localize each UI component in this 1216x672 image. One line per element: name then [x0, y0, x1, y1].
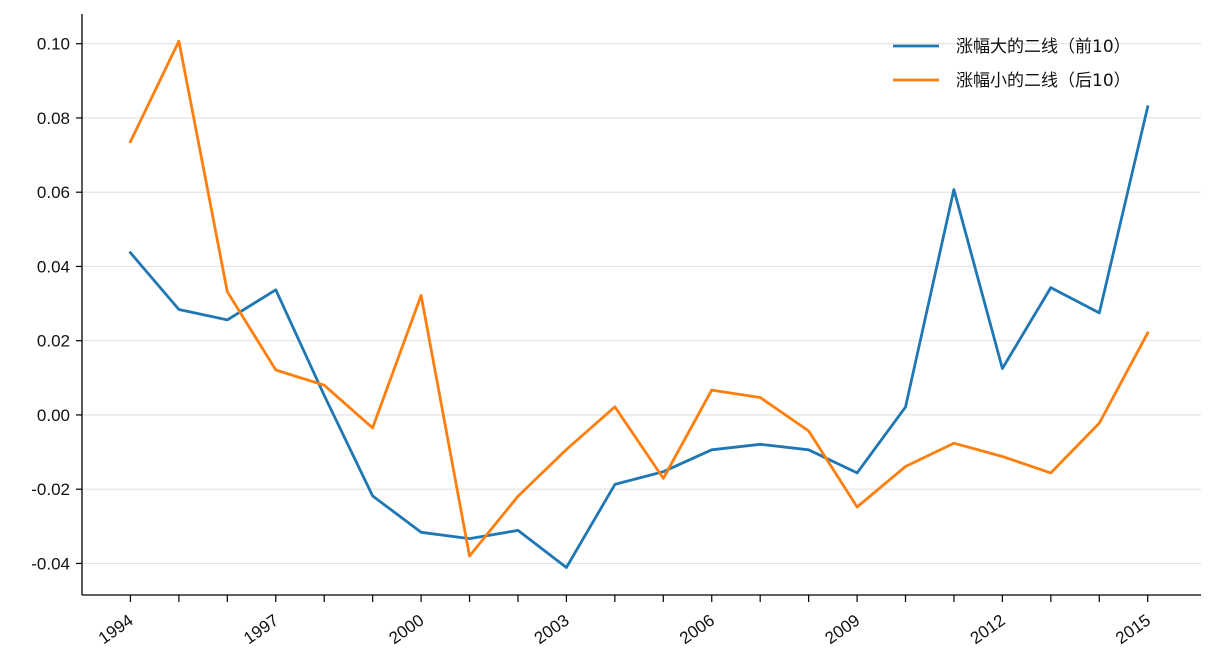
y-tick-label: 0.10	[37, 35, 70, 54]
y-ticks: 0.10 0.08 0.06 0.04 0.02 0.00 -0.02 -0.04	[31, 35, 82, 573]
axes	[81, 14, 1201, 596]
x-tick-label: 2012	[967, 611, 1009, 648]
x-tick-label: 2009	[821, 611, 863, 648]
x-tick-label: 2000	[386, 611, 428, 648]
x-tick-label: 2006	[676, 611, 718, 648]
legend-label-series-1: 涨幅大的二线（前10）	[956, 37, 1131, 57]
y-tick-label: -0.04	[31, 554, 70, 573]
gridlines	[82, 43, 1201, 565]
x-tick-label: 2015	[1112, 611, 1154, 648]
series-lines	[128, 39, 1150, 569]
series-line-2	[128, 39, 1150, 558]
x-tick-label: 1997	[240, 611, 282, 648]
y-tick-label: 0.02	[37, 332, 70, 351]
legend-label-series-2: 涨幅小的二线（后10）	[956, 71, 1131, 91]
series-line-1	[128, 105, 1150, 569]
legend: 涨幅大的二线（前10） 涨幅小的二线（后10）	[893, 37, 1131, 91]
y-tick-label: 0.04	[37, 257, 70, 276]
y-tick-label: 0.06	[37, 183, 70, 202]
x-tick-label: 1994	[95, 611, 137, 648]
y-tick-label: 0.00	[37, 406, 70, 425]
y-tick-label: -0.02	[31, 480, 70, 499]
y-tick-label: 0.08	[37, 109, 70, 128]
x-tick-label: 2003	[531, 611, 573, 648]
x-ticks: 1994 1997 2000 2003 2006 2009 2012 2015	[95, 595, 1154, 648]
